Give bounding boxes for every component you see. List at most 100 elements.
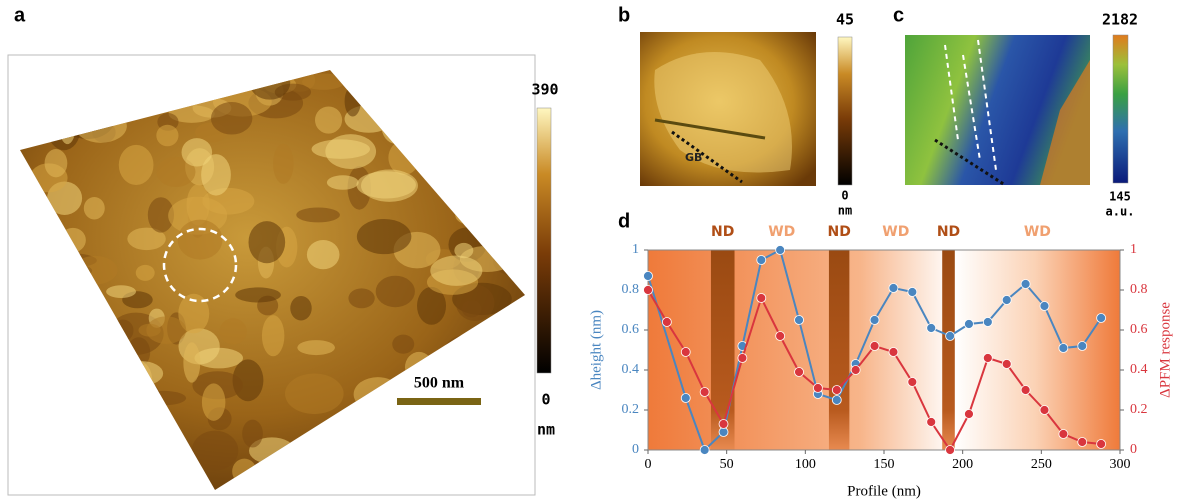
- grain: [312, 139, 370, 159]
- panel-label: b: [618, 4, 630, 26]
- grain: [490, 59, 524, 88]
- grain: [75, 109, 127, 142]
- data-point: [1002, 360, 1011, 369]
- data-point: [983, 354, 992, 363]
- grain: [354, 377, 402, 411]
- data-point: [1097, 440, 1106, 449]
- grain: [33, 367, 69, 397]
- grain: [430, 256, 482, 286]
- grain: [220, 318, 247, 344]
- grain: [145, 52, 181, 87]
- grain: [464, 63, 517, 106]
- y-tick-label: 0.4: [622, 362, 640, 377]
- scale-bar: [397, 398, 481, 405]
- region-label: ND: [711, 224, 734, 240]
- grain: [376, 276, 415, 308]
- y-tick-label: 0: [632, 442, 639, 457]
- data-point: [1078, 342, 1087, 351]
- data-point: [983, 318, 992, 327]
- grain: [262, 315, 284, 356]
- annotation: GB: [685, 151, 702, 164]
- grain: [143, 462, 192, 477]
- y-tick-label: 1: [632, 242, 639, 257]
- grain: [249, 65, 290, 100]
- grain: [73, 256, 118, 285]
- data-point: [644, 286, 653, 295]
- data-point: [644, 272, 653, 281]
- grain: [17, 264, 52, 294]
- grain: [481, 400, 515, 415]
- grain: [42, 385, 99, 410]
- grain: [84, 197, 105, 220]
- grain: [48, 73, 82, 107]
- grain: [356, 171, 415, 198]
- colorbar: [537, 108, 551, 373]
- grain: [297, 340, 335, 355]
- data-point: [1021, 386, 1030, 395]
- grain: [3, 208, 45, 234]
- grain: [485, 193, 520, 221]
- grain: [459, 102, 506, 136]
- data-point: [776, 332, 785, 341]
- grain: [202, 383, 225, 420]
- chart: NDWDNDWDNDWD05010015020025030000.20.40.6…: [588, 224, 1173, 499]
- grain: [183, 342, 200, 382]
- region-label: ND: [937, 224, 960, 240]
- data-point: [832, 386, 841, 395]
- colorbar-min: 0: [541, 391, 550, 409]
- grain: [133, 382, 160, 414]
- x-tick-label: 50: [720, 457, 734, 472]
- data-point: [700, 388, 709, 397]
- data-point: [946, 446, 955, 455]
- grain: [516, 66, 533, 85]
- grain: [473, 126, 497, 154]
- grain: [504, 56, 524, 88]
- grain: [110, 388, 156, 406]
- data-point: [964, 410, 973, 419]
- grain: [381, 107, 409, 144]
- data-point: [927, 418, 936, 427]
- data-point: [1040, 302, 1049, 311]
- data-point: [870, 316, 879, 325]
- data-point: [662, 318, 671, 327]
- data-point: [776, 246, 785, 255]
- grain: [285, 374, 344, 415]
- data-point: [908, 288, 917, 297]
- grain: [12, 111, 42, 139]
- colorbar-max: 45: [836, 11, 854, 29]
- x-tick-label: 100: [795, 457, 816, 472]
- grain: [192, 431, 238, 471]
- data-point: [700, 446, 709, 455]
- grain: [84, 459, 104, 497]
- data-point: [681, 348, 690, 357]
- grain: [119, 145, 154, 185]
- panel-label: c: [893, 4, 904, 26]
- data-point: [964, 320, 973, 329]
- data-point: [757, 256, 766, 265]
- grain: [302, 74, 345, 90]
- colorbar-max: 2182: [1102, 11, 1138, 29]
- data-point: [1078, 438, 1087, 447]
- region-band: [942, 250, 955, 450]
- data-point: [1021, 280, 1030, 289]
- y-tick-label: 0.2: [622, 402, 640, 417]
- grain: [124, 412, 147, 425]
- grain: [407, 473, 428, 500]
- data-point: [946, 332, 955, 341]
- region-label: WD: [1024, 224, 1051, 240]
- grain: [112, 320, 133, 342]
- grain: [81, 99, 123, 121]
- grain: [59, 108, 76, 144]
- region-label: ND: [827, 224, 850, 240]
- grain: [150, 460, 192, 477]
- data-point: [1097, 314, 1106, 323]
- grain: [60, 228, 86, 252]
- grain: [33, 302, 86, 345]
- grain: [482, 441, 536, 477]
- grain: [141, 391, 186, 405]
- data-point: [889, 348, 898, 357]
- grain: [211, 102, 252, 135]
- grain: [296, 207, 340, 222]
- data-point: [681, 394, 690, 403]
- y2-tick-label: 0.2: [1130, 402, 1148, 417]
